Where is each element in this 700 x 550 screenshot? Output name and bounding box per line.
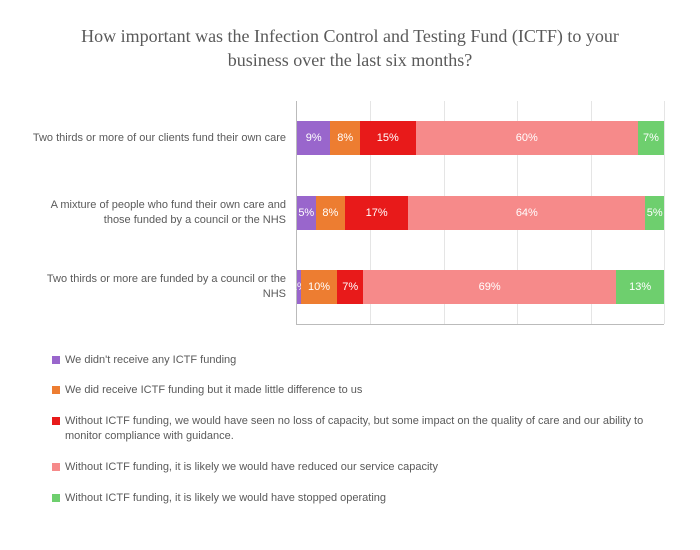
legend: We didn't receive any ICTF funding We did… [24, 353, 676, 506]
legend-swatch [52, 386, 60, 394]
legend-item: Without ICTF funding, it is likely we wo… [52, 460, 676, 475]
category-label: A mixture of people who fund their own c… [24, 198, 296, 228]
bar-segment: 9% [297, 121, 330, 155]
legend-item: Without ICTF funding, we would have seen… [52, 414, 676, 444]
legend-label: We didn't receive any ICTF funding [65, 353, 236, 368]
bar-segment: 60% [416, 121, 638, 155]
chart-title: How important was the Infection Control … [64, 24, 636, 73]
legend-label: Without ICTF funding, it is likely we wo… [65, 491, 386, 506]
plot-area: 9%8%15%60%7%5%8%17%64%5%1%10%7%69%13% [296, 101, 664, 325]
legend-swatch [52, 417, 60, 425]
bar-segment: 13% [616, 270, 664, 304]
bar-segment: 7% [337, 270, 363, 304]
bar-row: 1%10%7%69%13% [297, 270, 664, 304]
legend-label: Without ICTF funding, it is likely we wo… [65, 460, 438, 475]
legend-item: Without ICTF funding, it is likely we wo… [52, 491, 676, 506]
bar-segment: 17% [345, 196, 408, 230]
bar-segment: 5% [297, 196, 316, 230]
y-axis-labels: Two thirds or more of our clients fund t… [24, 101, 296, 325]
bar-segment: 64% [408, 196, 645, 230]
gridline [664, 101, 665, 324]
legend-label: Without ICTF funding, we would have seen… [65, 414, 665, 444]
bar-segment: 10% [301, 270, 338, 304]
bar-row: 9%8%15%60%7% [297, 121, 664, 155]
bar-segment: 15% [360, 121, 416, 155]
bar-segment: 69% [363, 270, 616, 304]
chart-frame: How important was the Infection Control … [0, 0, 700, 550]
legend-item: We did receive ICTF funding but it made … [52, 383, 676, 398]
chart-area: Two thirds or more of our clients fund t… [24, 101, 676, 325]
legend-swatch [52, 356, 60, 364]
legend-swatch [52, 463, 60, 471]
bar-segment: 7% [638, 121, 664, 155]
category-label: Two thirds or more of our clients fund t… [24, 131, 296, 146]
legend-swatch [52, 494, 60, 502]
bar-row: 5%8%17%64%5% [297, 196, 664, 230]
legend-label: We did receive ICTF funding but it made … [65, 383, 362, 398]
category-label: Two thirds or more are funded by a counc… [24, 272, 296, 302]
bar-segment: 8% [330, 121, 360, 155]
legend-item: We didn't receive any ICTF funding [52, 353, 676, 368]
bar-segment: 5% [645, 196, 664, 230]
bar-segment: 8% [316, 196, 346, 230]
